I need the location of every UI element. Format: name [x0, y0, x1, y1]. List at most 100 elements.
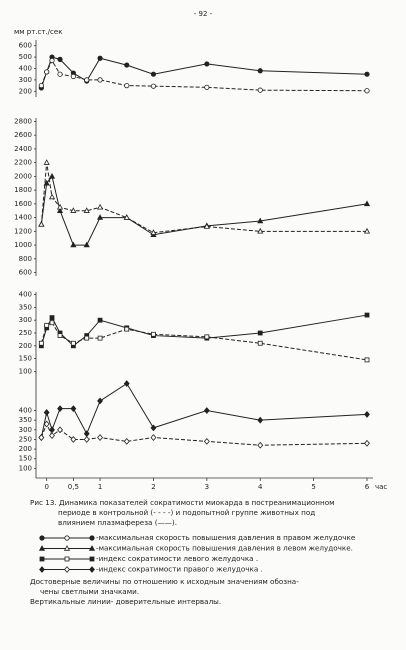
point [257, 330, 263, 336]
y-tick-label: 600 [19, 42, 32, 50]
legend-label: -индекс сократимости левого желудочка . [96, 554, 258, 563]
y-tick-label: 2600 [14, 131, 32, 139]
y-tick-label: 400 [19, 291, 32, 299]
y-tick-label: 150 [19, 455, 32, 463]
series-line [40, 314, 368, 347]
y-tick-label: 1000 [14, 241, 32, 249]
legend-marker [89, 566, 95, 573]
y-tick-label: 1200 [14, 227, 32, 235]
y-tick-label: 350 [19, 416, 32, 424]
point [204, 61, 210, 67]
y-tick-label: 150 [19, 355, 32, 363]
x-tick-label: 4 [258, 483, 263, 491]
point [150, 229, 157, 235]
point [84, 77, 90, 83]
point [83, 430, 90, 438]
point [38, 434, 45, 441]
x-tick-label: 0,5 [68, 483, 79, 491]
point [97, 77, 103, 83]
point [44, 322, 50, 328]
point [203, 437, 210, 445]
y-tick-label: 200 [19, 445, 32, 453]
point [150, 424, 157, 432]
point [70, 73, 76, 80]
point [57, 405, 63, 413]
point [151, 331, 156, 337]
y-tick-label: 250 [19, 329, 32, 337]
point [49, 426, 55, 434]
point [83, 207, 90, 213]
legend-marker [39, 556, 45, 562]
legend-marker [88, 545, 96, 551]
point [49, 432, 55, 440]
point [97, 55, 103, 61]
point [49, 57, 55, 64]
point [38, 83, 44, 89]
y-tick-label: 2200 [14, 159, 32, 167]
legend-marker [39, 535, 45, 541]
caption-line: Рис 13. Динамика показателей сократимост… [30, 498, 335, 507]
caption-line: влиянием плазмафереза (——). [58, 518, 177, 527]
y-tick-label: 1800 [14, 186, 32, 194]
y-tick-label: 300 [19, 76, 32, 84]
point [204, 334, 210, 340]
legend-marker [63, 545, 71, 551]
legend-marker [89, 535, 95, 541]
y-tick-label: 250 [19, 435, 32, 443]
y-tick-label: 400 [19, 65, 32, 73]
point [70, 436, 77, 443]
point [257, 227, 264, 234]
point [43, 179, 50, 186]
point [364, 439, 370, 447]
y-tick-label: 2400 [14, 145, 32, 153]
point [38, 340, 44, 346]
point [57, 56, 63, 62]
point [83, 241, 90, 248]
point [97, 397, 103, 405]
point [257, 217, 264, 224]
point [56, 203, 64, 210]
series-line [40, 175, 368, 246]
legend-marker [38, 545, 46, 551]
x-tick-label: 5 [311, 483, 315, 491]
series-line [40, 322, 368, 361]
y-tick-label: 100 [19, 367, 32, 375]
y-tick-label: 300 [19, 316, 32, 324]
y-unit: мм рт.ст./сек [14, 28, 62, 36]
point [123, 214, 130, 220]
note-line: Вертикальные линии- доверительные интерв… [30, 597, 221, 606]
point [257, 68, 263, 74]
y-tick-label: 200 [19, 342, 32, 350]
point [97, 317, 103, 323]
point [150, 71, 157, 77]
legend-label: -максимальная скорость повышения давлени… [96, 544, 353, 553]
legend-label: -максимальная скорость повышения давлени… [96, 533, 356, 542]
point [70, 241, 77, 248]
point [364, 357, 370, 363]
y-tick-label: 300 [19, 426, 32, 434]
series-line [40, 56, 368, 89]
point [257, 441, 264, 449]
y-tick-label: 350 [19, 303, 32, 311]
point [43, 409, 50, 416]
note-line: чены светлыми значками. [40, 587, 139, 596]
point [150, 83, 157, 89]
point [257, 416, 264, 424]
caption-line: периоде в контрольной (- - - -) и подопы… [58, 508, 315, 517]
series-line [40, 422, 368, 446]
x-unit: час [375, 483, 387, 491]
y-tick-label: 500 [19, 53, 32, 61]
point [44, 69, 50, 75]
point [204, 84, 210, 90]
point [123, 380, 130, 387]
point [57, 426, 63, 434]
legend-marker [64, 535, 70, 541]
point [364, 410, 370, 418]
point [84, 335, 90, 341]
point [123, 437, 130, 445]
y-tick-label: 600 [19, 269, 32, 277]
series-line [40, 382, 368, 438]
series-line [40, 162, 367, 234]
note-line: Достоверные величины по отношению к исхо… [30, 577, 299, 586]
